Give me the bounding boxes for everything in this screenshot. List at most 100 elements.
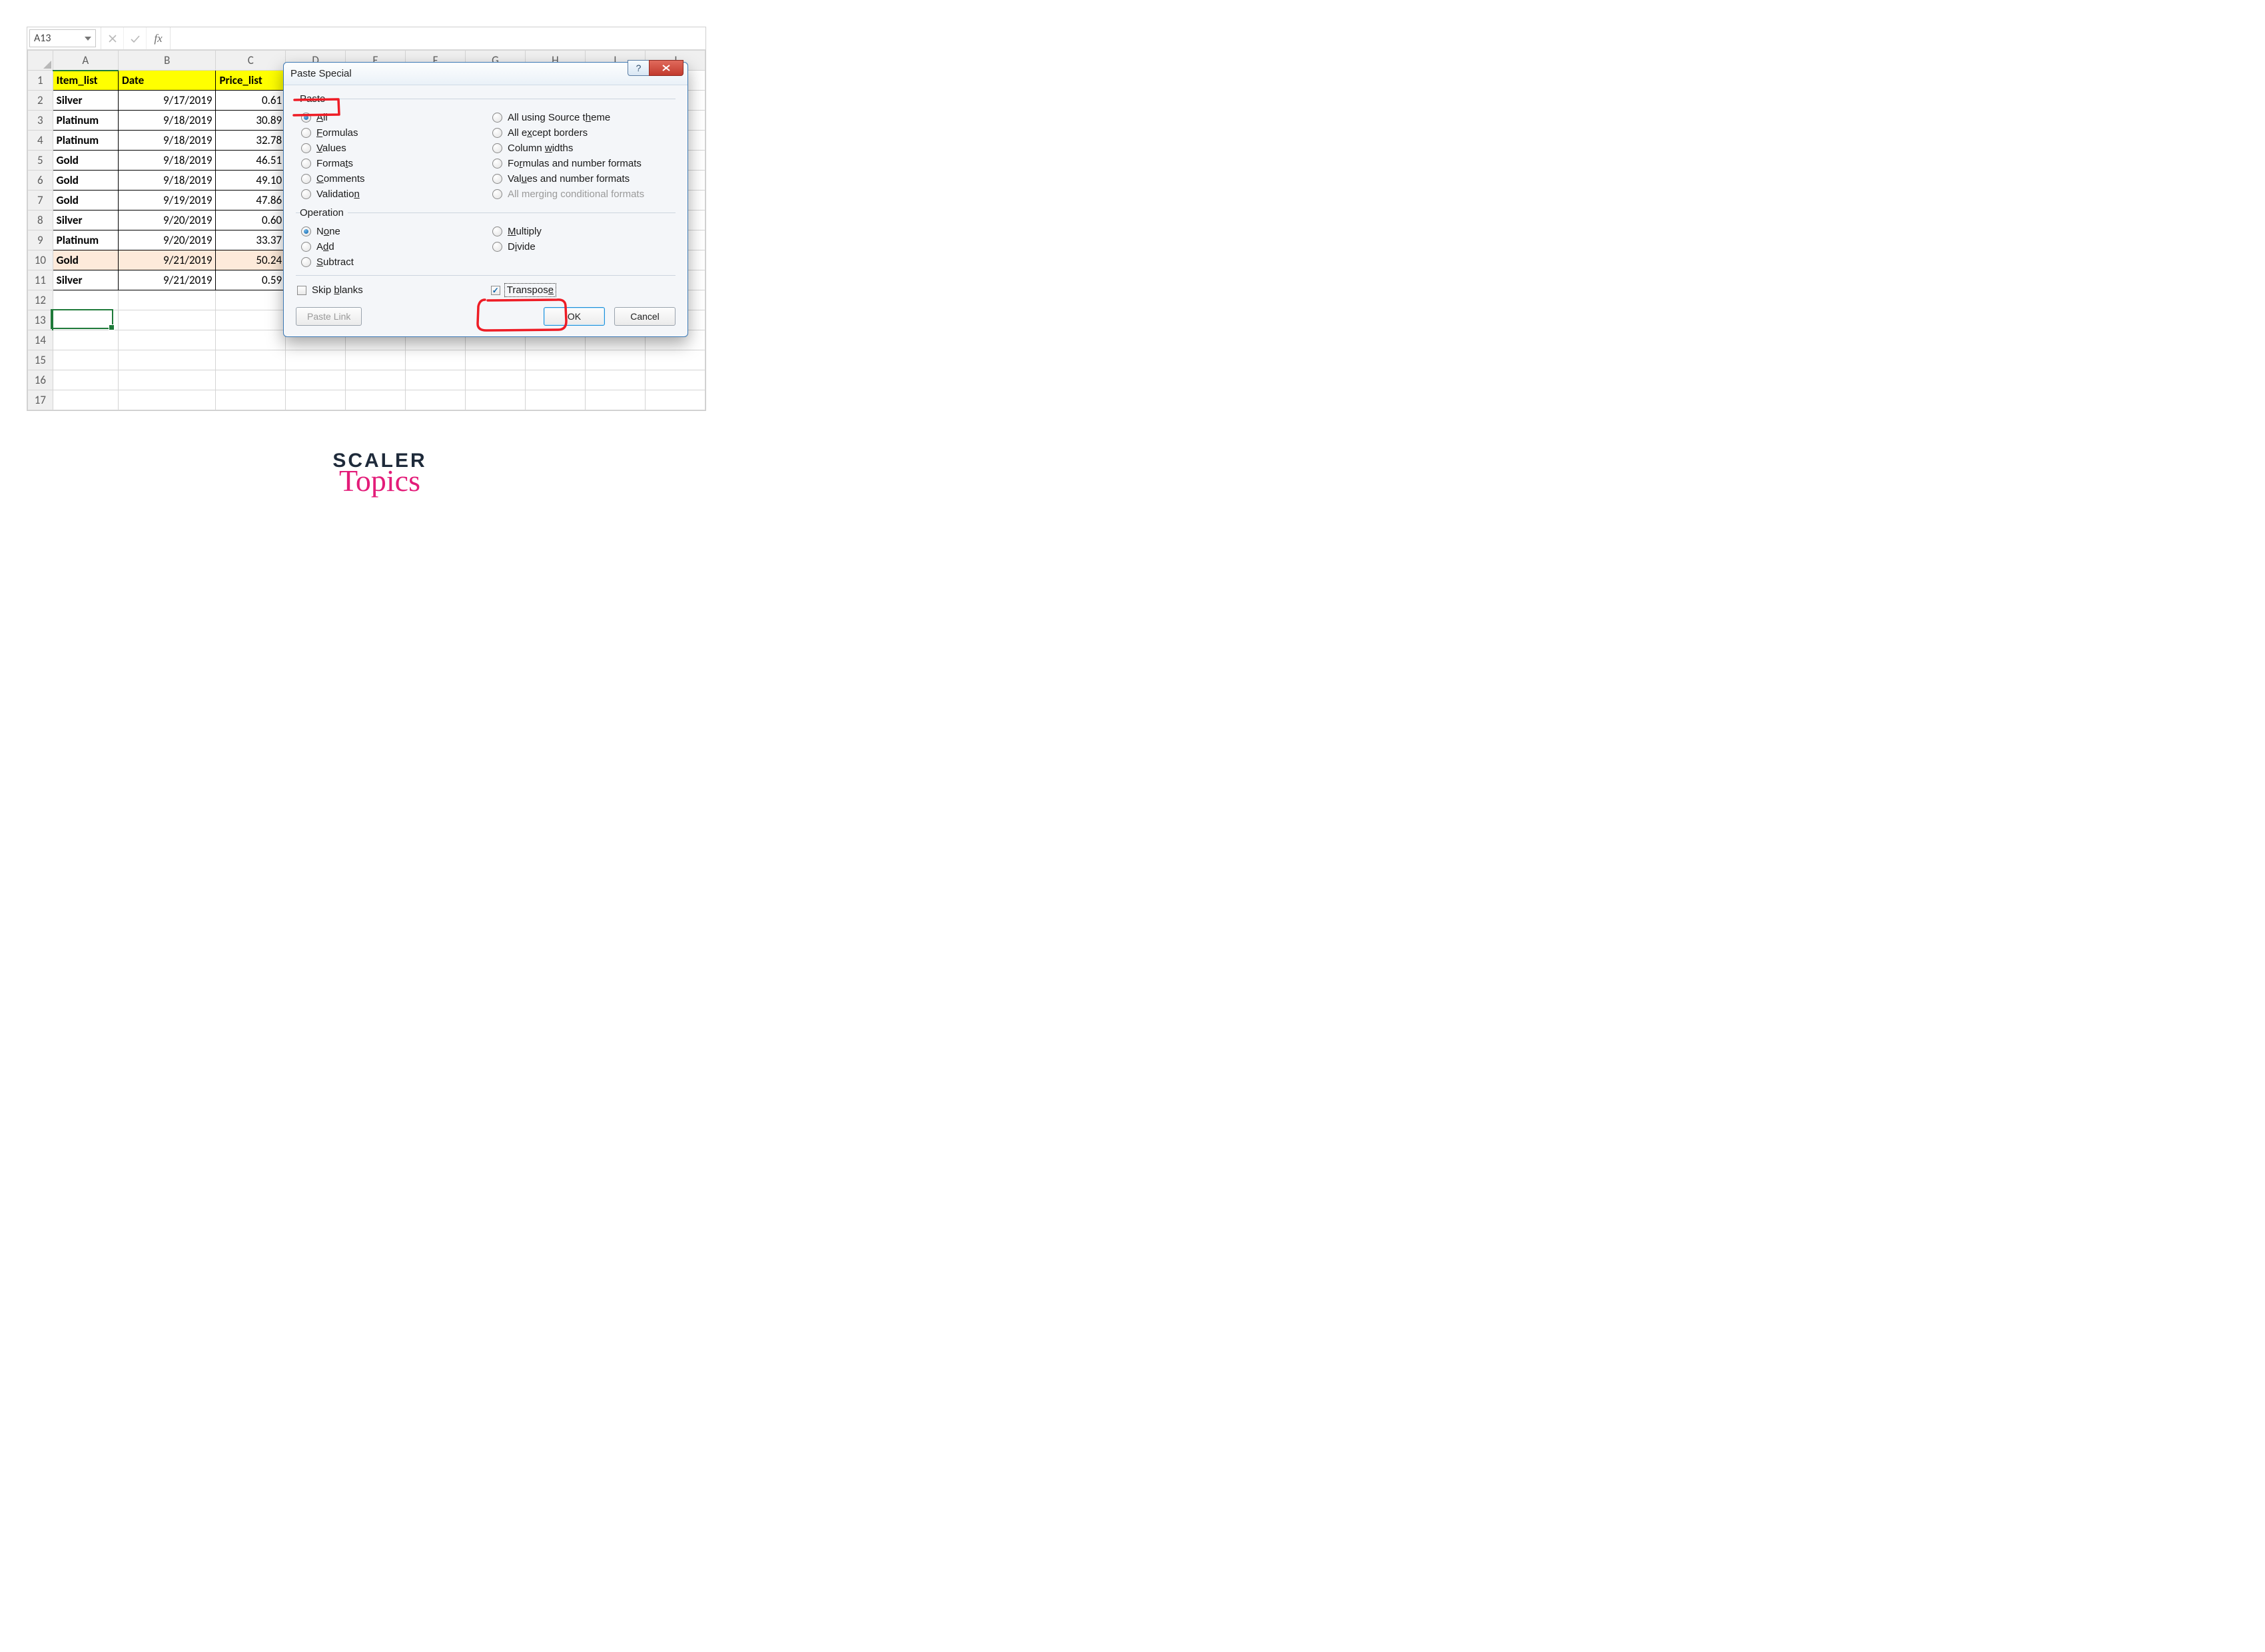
op-multiply[interactable]: Multiply xyxy=(491,224,676,239)
cell-D17[interactable] xyxy=(286,390,346,410)
dialog-titlebar[interactable]: Paste Special ? xyxy=(284,63,687,85)
cell-G15[interactable] xyxy=(466,350,526,370)
op-add[interactable]: Add xyxy=(300,239,484,254)
cell-B14[interactable] xyxy=(119,330,216,350)
cell-H16[interactable] xyxy=(525,370,585,390)
row-header-16[interactable]: 16 xyxy=(28,370,53,390)
cell-A17[interactable] xyxy=(53,390,118,410)
cell-A3[interactable]: Platinum xyxy=(53,111,118,131)
cell-F16[interactable] xyxy=(406,370,466,390)
cell-A9[interactable]: Platinum xyxy=(53,230,118,250)
transpose-checkbox[interactable]: Transpose xyxy=(490,282,556,298)
cell-B9[interactable]: 9/20/2019 xyxy=(119,230,216,250)
cell-E15[interactable] xyxy=(346,350,406,370)
row-header-9[interactable]: 9 xyxy=(28,230,53,250)
dialog-close-button[interactable] xyxy=(649,60,683,76)
cell-A8[interactable]: Silver xyxy=(53,210,118,230)
row-header-11[interactable]: 11 xyxy=(28,270,53,290)
paste-col-widths[interactable]: Column widths xyxy=(491,141,676,156)
cell-C14[interactable] xyxy=(216,330,286,350)
cell-C16[interactable] xyxy=(216,370,286,390)
cell-B7[interactable]: 9/19/2019 xyxy=(119,191,216,210)
cell-E17[interactable] xyxy=(346,390,406,410)
cell-A14[interactable] xyxy=(53,330,118,350)
cell-A6[interactable]: Gold xyxy=(53,171,118,191)
op-subtract[interactable]: Subtract xyxy=(300,254,484,270)
row-header-7[interactable]: 7 xyxy=(28,191,53,210)
cell-F15[interactable] xyxy=(406,350,466,370)
paste-values-num[interactable]: Values and number formats xyxy=(491,171,676,187)
cell-A2[interactable]: Silver xyxy=(53,91,118,111)
cell-A11[interactable]: Silver xyxy=(53,270,118,290)
cell-J16[interactable] xyxy=(645,370,705,390)
cell-B1[interactable]: Date xyxy=(119,71,216,91)
paste-comments[interactable]: Comments xyxy=(300,171,484,187)
cell-F17[interactable] xyxy=(406,390,466,410)
cell-A15[interactable] xyxy=(53,350,118,370)
cell-B11[interactable]: 9/21/2019 xyxy=(119,270,216,290)
cell-C6[interactable]: 49.10 xyxy=(216,171,286,191)
cell-B12[interactable] xyxy=(119,290,216,310)
cell-J15[interactable] xyxy=(645,350,705,370)
cancel-formula-icon[interactable] xyxy=(101,27,124,49)
row-header-15[interactable]: 15 xyxy=(28,350,53,370)
cell-I17[interactable] xyxy=(585,390,645,410)
cell-E16[interactable] xyxy=(346,370,406,390)
cell-H17[interactable] xyxy=(525,390,585,410)
column-header-A[interactable]: A xyxy=(53,51,118,71)
cell-C12[interactable] xyxy=(216,290,286,310)
row-header-1[interactable]: 1 xyxy=(28,71,53,91)
cell-B2[interactable]: 9/17/2019 xyxy=(119,91,216,111)
select-all-corner[interactable] xyxy=(28,51,53,71)
name-box[interactable]: A13 xyxy=(29,29,96,47)
cell-B6[interactable]: 9/18/2019 xyxy=(119,171,216,191)
op-none[interactable]: None xyxy=(300,224,484,239)
insert-function-icon[interactable]: fx xyxy=(147,27,171,49)
cell-C11[interactable]: 0.59 xyxy=(216,270,286,290)
cell-B17[interactable] xyxy=(119,390,216,410)
cell-I16[interactable] xyxy=(585,370,645,390)
row-header-2[interactable]: 2 xyxy=(28,91,53,111)
cell-C1[interactable]: Price_list xyxy=(216,71,286,91)
row-header-4[interactable]: 4 xyxy=(28,131,53,151)
cell-C17[interactable] xyxy=(216,390,286,410)
paste-link-button[interactable]: Paste Link xyxy=(296,307,362,326)
cell-C8[interactable]: 0.60 xyxy=(216,210,286,230)
paste-except-borders[interactable]: All except borders xyxy=(491,125,676,141)
cell-G16[interactable] xyxy=(466,370,526,390)
ok-button[interactable]: OK xyxy=(544,307,605,326)
cell-D16[interactable] xyxy=(286,370,346,390)
row-header-12[interactable]: 12 xyxy=(28,290,53,310)
paste-all[interactable]: All xyxy=(300,110,484,125)
paste-formulas-num[interactable]: Formulas and number formats xyxy=(491,156,676,171)
cell-A5[interactable]: Gold xyxy=(53,151,118,171)
cell-A10[interactable]: Gold xyxy=(53,250,118,270)
cell-A16[interactable] xyxy=(53,370,118,390)
row-header-10[interactable]: 10 xyxy=(28,250,53,270)
cell-I15[interactable] xyxy=(585,350,645,370)
cell-B13[interactable] xyxy=(119,310,216,330)
cancel-button[interactable]: Cancel xyxy=(614,307,676,326)
paste-source-theme[interactable]: All using Source theme xyxy=(491,110,676,125)
formula-input[interactable] xyxy=(171,27,705,49)
cell-C15[interactable] xyxy=(216,350,286,370)
paste-formulas[interactable]: Formulas xyxy=(300,125,484,141)
cell-C9[interactable]: 33.37 xyxy=(216,230,286,250)
cell-C5[interactable]: 46.51 xyxy=(216,151,286,171)
cell-C10[interactable]: 50.24 xyxy=(216,250,286,270)
cell-B10[interactable]: 9/21/2019 xyxy=(119,250,216,270)
cell-B3[interactable]: 9/18/2019 xyxy=(119,111,216,131)
cell-B5[interactable]: 9/18/2019 xyxy=(119,151,216,171)
cell-C4[interactable]: 32.78 xyxy=(216,131,286,151)
row-header-6[interactable]: 6 xyxy=(28,171,53,191)
cell-A1[interactable]: Item_list xyxy=(53,71,118,91)
cell-G17[interactable] xyxy=(466,390,526,410)
cell-D15[interactable] xyxy=(286,350,346,370)
cell-H15[interactable] xyxy=(525,350,585,370)
cell-A13[interactable] xyxy=(53,310,118,330)
cell-B8[interactable]: 9/20/2019 xyxy=(119,210,216,230)
name-box-dropdown-icon[interactable] xyxy=(85,37,91,41)
cell-B15[interactable] xyxy=(119,350,216,370)
column-header-C[interactable]: C xyxy=(216,51,286,71)
row-header-17[interactable]: 17 xyxy=(28,390,53,410)
